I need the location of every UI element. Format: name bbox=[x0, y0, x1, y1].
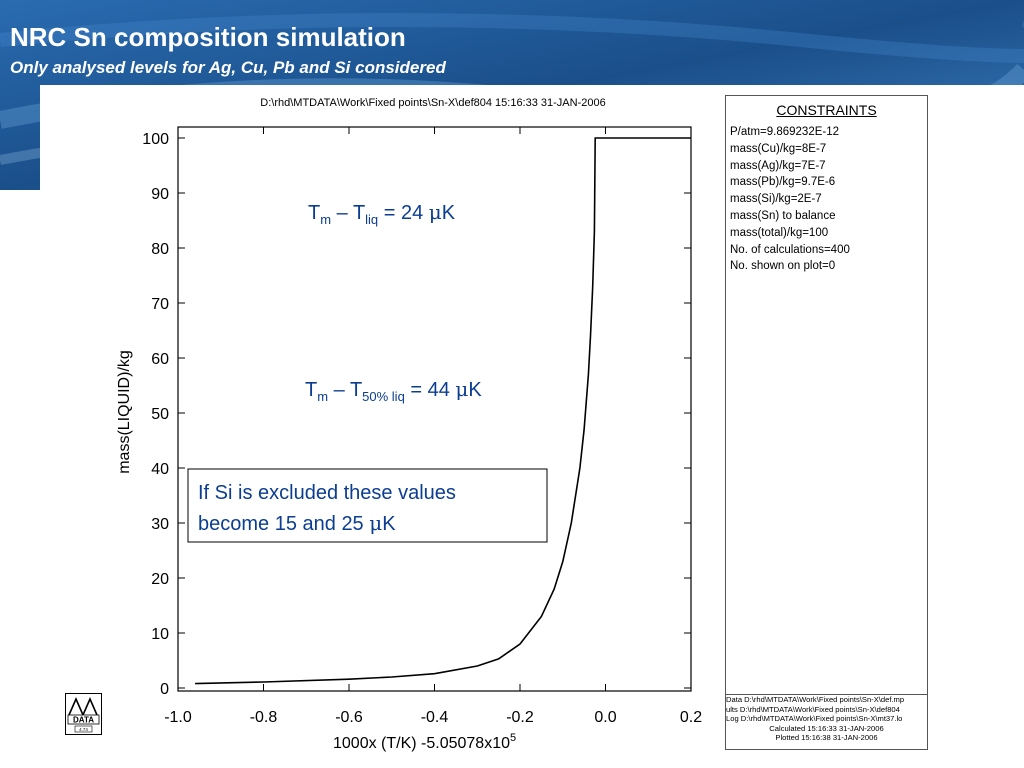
x-tick-label: -0.8 bbox=[250, 709, 278, 726]
x-axis-label: 1000x (T/K) -5.05078x105 bbox=[333, 732, 516, 752]
x-tick-label: 0.0 bbox=[594, 709, 616, 726]
constraint-item: P/atm=9.869232E-12 bbox=[730, 126, 840, 138]
y-axis: 0 10 20 30 40 50 60 70 80 90 100 bbox=[142, 131, 691, 698]
chart-background bbox=[40, 85, 724, 768]
constraint-item: mass(Pb)/kg=9.7E-6 bbox=[730, 176, 836, 189]
constraint-item: mass(total)/kg=100 bbox=[730, 226, 829, 239]
constraints-panel: CONSTRAINTS P/atm=9.869232E-12 mass(Cu)/… bbox=[725, 95, 928, 750]
logo-text: DATA bbox=[73, 716, 94, 725]
constraint-item: mass(Sn) to balance bbox=[730, 209, 836, 222]
note-box bbox=[187, 468, 548, 543]
y-tick-label: 0 bbox=[160, 681, 169, 698]
constraint-item: No. shown on plot=0 bbox=[730, 260, 836, 273]
footer-line: Data D:\rhd\MTDATA\Work\Fixed points\Sn-… bbox=[726, 695, 905, 704]
y-tick-label: 80 bbox=[151, 241, 169, 258]
series-line bbox=[195, 137, 691, 685]
constraint-item: mass(Ag)/kg=7E-7 bbox=[730, 159, 826, 172]
footer-line: Plotted 15:16:38 31-JAN-2006 bbox=[775, 733, 878, 743]
y-tick-label: 20 bbox=[151, 571, 169, 588]
annotation-t50liq: Tm – T50% liq = 44 μK bbox=[305, 377, 482, 404]
chart-file-header: D:\rhd\MTDATA\Work\Fixed points\Sn-X\def… bbox=[260, 97, 605, 109]
footer-line: Calculated 15:16:33 31-JAN-2006 bbox=[769, 723, 884, 733]
x-tick-label: -0.4 bbox=[421, 709, 449, 726]
constraints-footer: Data D:\rhd\MTDATA\Work\Fixed points\Sn-… bbox=[726, 694, 927, 749]
x-tick-label: -0.2 bbox=[506, 709, 534, 726]
mtdata-logo-icon: DATA 4.74 bbox=[65, 693, 102, 735]
constraint-item: mass(Cu)/kg=8E-7 bbox=[730, 142, 827, 155]
x-tick-label: 0.2 bbox=[680, 709, 702, 726]
footer-line: Log D:\rhd\MTDATA\Work\Fixed points\Sn-X… bbox=[726, 714, 903, 724]
constraint-item: mass(Si)/kg=2E-7 bbox=[730, 193, 822, 206]
y-tick-label: 100 bbox=[142, 131, 169, 148]
y-tick-label: 40 bbox=[151, 461, 169, 478]
annotation-tliq: Tm – Tliq = 24 μK bbox=[308, 200, 456, 227]
note-line-2: become 15 and 25 μK bbox=[198, 511, 396, 535]
slide-subtitle: Only analysed levels for Ag, Cu, Pb and … bbox=[10, 58, 446, 77]
note-line-1: If Si is excluded these values bbox=[198, 482, 456, 504]
x-axis: -1.0 -0.8 -0.6 -0.4 -0.2 0.0 0.2 bbox=[164, 127, 702, 726]
x-tick-label: -1.0 bbox=[164, 709, 192, 726]
y-tick-label: 50 bbox=[151, 406, 169, 423]
y-tick-label: 30 bbox=[151, 516, 169, 533]
constraints-title: CONSTRAINTS bbox=[776, 102, 877, 118]
y-tick-label: 60 bbox=[151, 351, 169, 368]
y-tick-label: 90 bbox=[151, 186, 169, 203]
x-tick-label: -0.6 bbox=[335, 709, 363, 726]
constraint-item: No. of calculations=400 bbox=[730, 243, 850, 256]
y-tick-label: 70 bbox=[151, 296, 169, 313]
logo-version: 4.74 bbox=[79, 727, 88, 732]
slide-title: NRC Sn composition simulation bbox=[10, 22, 406, 52]
constraints-list: P/atm=9.869232E-12 mass(Cu)/kg=8E-7 mass… bbox=[730, 124, 927, 275]
footer-line: ults D:\rhd\MTDATA\Work\Fixed points\Sn-… bbox=[726, 704, 900, 714]
y-tick-label: 10 bbox=[151, 626, 169, 643]
y-axis-label: mass(LIQUID)/kg bbox=[116, 350, 133, 474]
